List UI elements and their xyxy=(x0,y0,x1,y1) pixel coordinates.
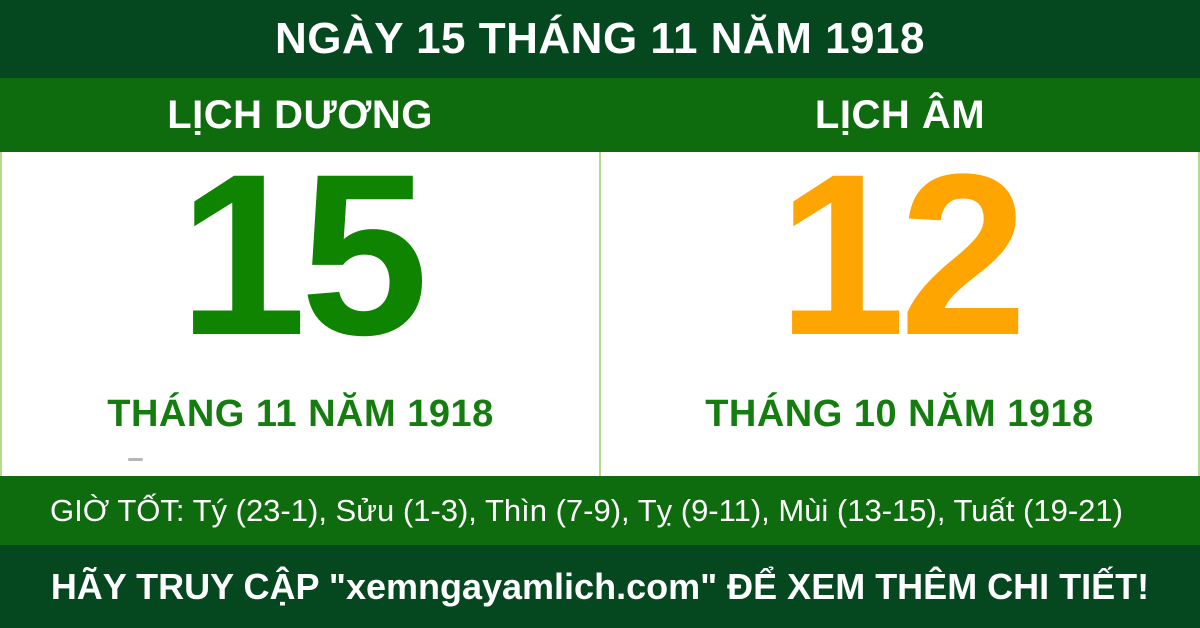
date-title: NGÀY 15 THÁNG 11 NĂM 1918 xyxy=(275,14,925,63)
date-title-bar: NGÀY 15 THÁNG 11 NĂM 1918 xyxy=(0,0,1200,78)
solar-month-label: THÁNG 11 NĂM 1918 xyxy=(107,393,494,435)
lunar-panel: 12 THÁNG 10 NĂM 1918 xyxy=(601,152,1198,476)
lunar-month-label: THÁNG 10 NĂM 1918 xyxy=(705,393,1094,435)
column-divider xyxy=(599,152,601,476)
lunar-column-header: LỊCH ÂM xyxy=(814,92,986,137)
solar-day-number: 15 xyxy=(178,152,429,383)
good-hours-text: GIỜ TỐT: Tý (23-1), Sửu (1-3), Thìn (7-9… xyxy=(50,492,1123,528)
solar-column-header: LỊCH DƯƠNG xyxy=(167,92,433,137)
smudge-mark xyxy=(128,458,143,461)
footer-bar: HÃY TRUY CẬP "xemngayamlich.com" ĐỂ XEM … xyxy=(0,545,1200,628)
good-hours-bar: GIỜ TỐT: Tý (23-1), Sửu (1-3), Thìn (7-9… xyxy=(0,476,1200,545)
solar-panel: 15 THÁNG 11 NĂM 1918 xyxy=(2,152,599,476)
lunar-day-number: 12 xyxy=(777,152,1028,383)
footer-text: HÃY TRUY CẬP "xemngayamlich.com" ĐỂ XEM … xyxy=(50,565,1150,607)
calendar-type-bar: LỊCH DƯƠNG LỊCH ÂM xyxy=(0,78,1200,152)
calendar-body: 15 THÁNG 11 NĂM 1918 12 THÁNG 10 NĂM 191… xyxy=(0,152,1200,476)
